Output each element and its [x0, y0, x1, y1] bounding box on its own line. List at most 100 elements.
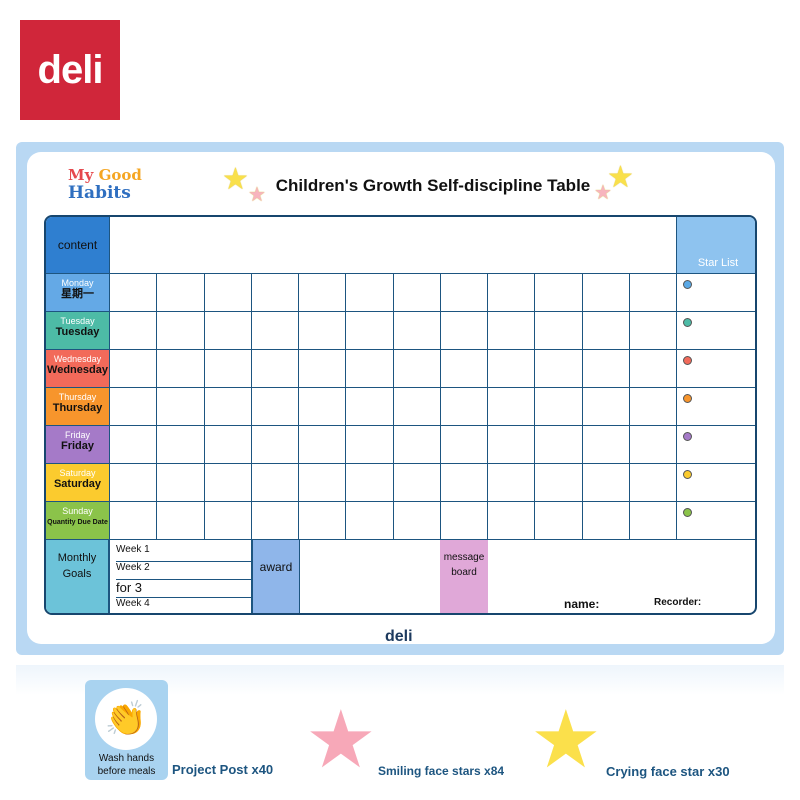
grid-cell [157, 464, 205, 502]
grid-cell [488, 350, 536, 388]
week-line: Week 1 [116, 544, 251, 562]
name-label: name: [564, 597, 600, 611]
week-line: Week 2 [116, 562, 251, 580]
day-label-thursday: Thursday Thursday [46, 388, 110, 426]
grid-cell [204, 426, 252, 464]
day-label-saturday: Saturday Saturday [46, 464, 110, 502]
grid-cell [488, 464, 536, 502]
page-title: Children's Growth Self-discipline Table [275, 176, 591, 195]
grid-cell [346, 426, 394, 464]
dot-icon [683, 394, 692, 403]
grid-cell [393, 426, 441, 464]
project-post-image: 👏 Wash hands before meals [85, 680, 168, 780]
grid-cell [582, 502, 630, 540]
star-list-cell [677, 426, 755, 464]
grid-cell [535, 464, 583, 502]
day-name: Saturday [59, 468, 96, 478]
grid-cell [629, 274, 677, 312]
grid-cell [251, 274, 299, 312]
grid-cell [488, 502, 536, 540]
smiling-star-icon: ★ [305, 695, 377, 784]
grid-cell [535, 502, 583, 540]
day-label-wednesday: Wednesday Wednesday [46, 350, 110, 388]
day-name-secondary: Thursday [52, 402, 103, 414]
star-list-header: Star List [677, 217, 755, 274]
crying-star-icon: ★ [530, 695, 602, 784]
grid-cell [251, 312, 299, 350]
grid-cell [488, 312, 536, 350]
grid-cell [110, 464, 158, 502]
grid-cell [346, 502, 394, 540]
day-name-secondary: Saturday [53, 478, 102, 490]
grid-cell [488, 426, 536, 464]
grid-cell [157, 350, 205, 388]
star-list-cell [677, 350, 755, 388]
dot-icon [683, 508, 692, 517]
day-name: Monday [61, 278, 94, 288]
recorder-label: Recorder: [654, 597, 702, 608]
grid-cell [582, 350, 630, 388]
dot-icon [683, 280, 692, 289]
grid-cell [204, 464, 252, 502]
grid-cell [440, 464, 488, 502]
monthly-goals-label: Monthly Goals [46, 540, 110, 613]
day-name: Thursday [58, 392, 97, 402]
grid-cell [204, 350, 252, 388]
smiling-stars-caption: Smiling face stars x84 [378, 764, 505, 778]
my-good-habits-logo: My Good Habits [68, 166, 142, 202]
crying-star-caption: Crying face star x30 [606, 764, 730, 779]
grid-cell [346, 388, 394, 426]
grid-cell [535, 274, 583, 312]
grid-cell [629, 426, 677, 464]
grid-cell [629, 312, 677, 350]
star-icon: ★ [222, 163, 249, 196]
grid-cell [629, 388, 677, 426]
grid-cell [157, 274, 205, 312]
star-icon: ★ [594, 182, 612, 204]
grid-cell [110, 312, 158, 350]
post-text: Wash hands before meals [97, 753, 156, 777]
grid-cell [582, 388, 630, 426]
grid-cell [346, 312, 394, 350]
day-name-secondary: Wednesday [47, 364, 108, 376]
day-name-secondary: Friday [60, 440, 94, 452]
grid-cell [299, 274, 347, 312]
grid-cell [299, 464, 347, 502]
habits-word: Good [98, 166, 142, 184]
board-logo: deli [385, 628, 413, 645]
grid-cell [393, 350, 441, 388]
grid-cell [299, 312, 347, 350]
grid-cell [440, 426, 488, 464]
habits-word: My [68, 166, 94, 184]
grid-cell [393, 312, 441, 350]
day-label-monday: Monday 星期一 [46, 274, 110, 312]
day-name: Friday [64, 430, 90, 440]
project-post-caption: Project Post x40 [172, 762, 274, 777]
day-name-secondary: Tuesday [55, 326, 100, 338]
day-name-secondary: 星期一 [61, 288, 94, 300]
grid-cell [582, 464, 630, 502]
grid-cell [251, 426, 299, 464]
grid-cell [157, 502, 205, 540]
habit-table: content Star List Monday 星期一 Tuesday Tuesday W… [44, 215, 757, 615]
grid-cell [251, 388, 299, 426]
grid-cell [346, 464, 394, 502]
grid-cell [488, 274, 536, 312]
grid-cell [110, 274, 158, 312]
day-label-friday: Friday Friday [46, 426, 110, 464]
dot-icon [683, 432, 692, 441]
grid-cell [535, 388, 583, 426]
grid-cell [110, 502, 158, 540]
brand-logo: deli [20, 20, 120, 120]
grid-cell [251, 350, 299, 388]
grid-cell [157, 426, 205, 464]
grid-cell [110, 388, 158, 426]
grid-cell [535, 312, 583, 350]
dot-icon [683, 356, 692, 365]
week-line: for 3 [116, 580, 251, 598]
content-header: content [46, 217, 110, 274]
day-name: Sunday [62, 506, 93, 516]
grid-cell [299, 426, 347, 464]
dot-icon [683, 470, 692, 479]
star-list-cell [677, 502, 755, 540]
